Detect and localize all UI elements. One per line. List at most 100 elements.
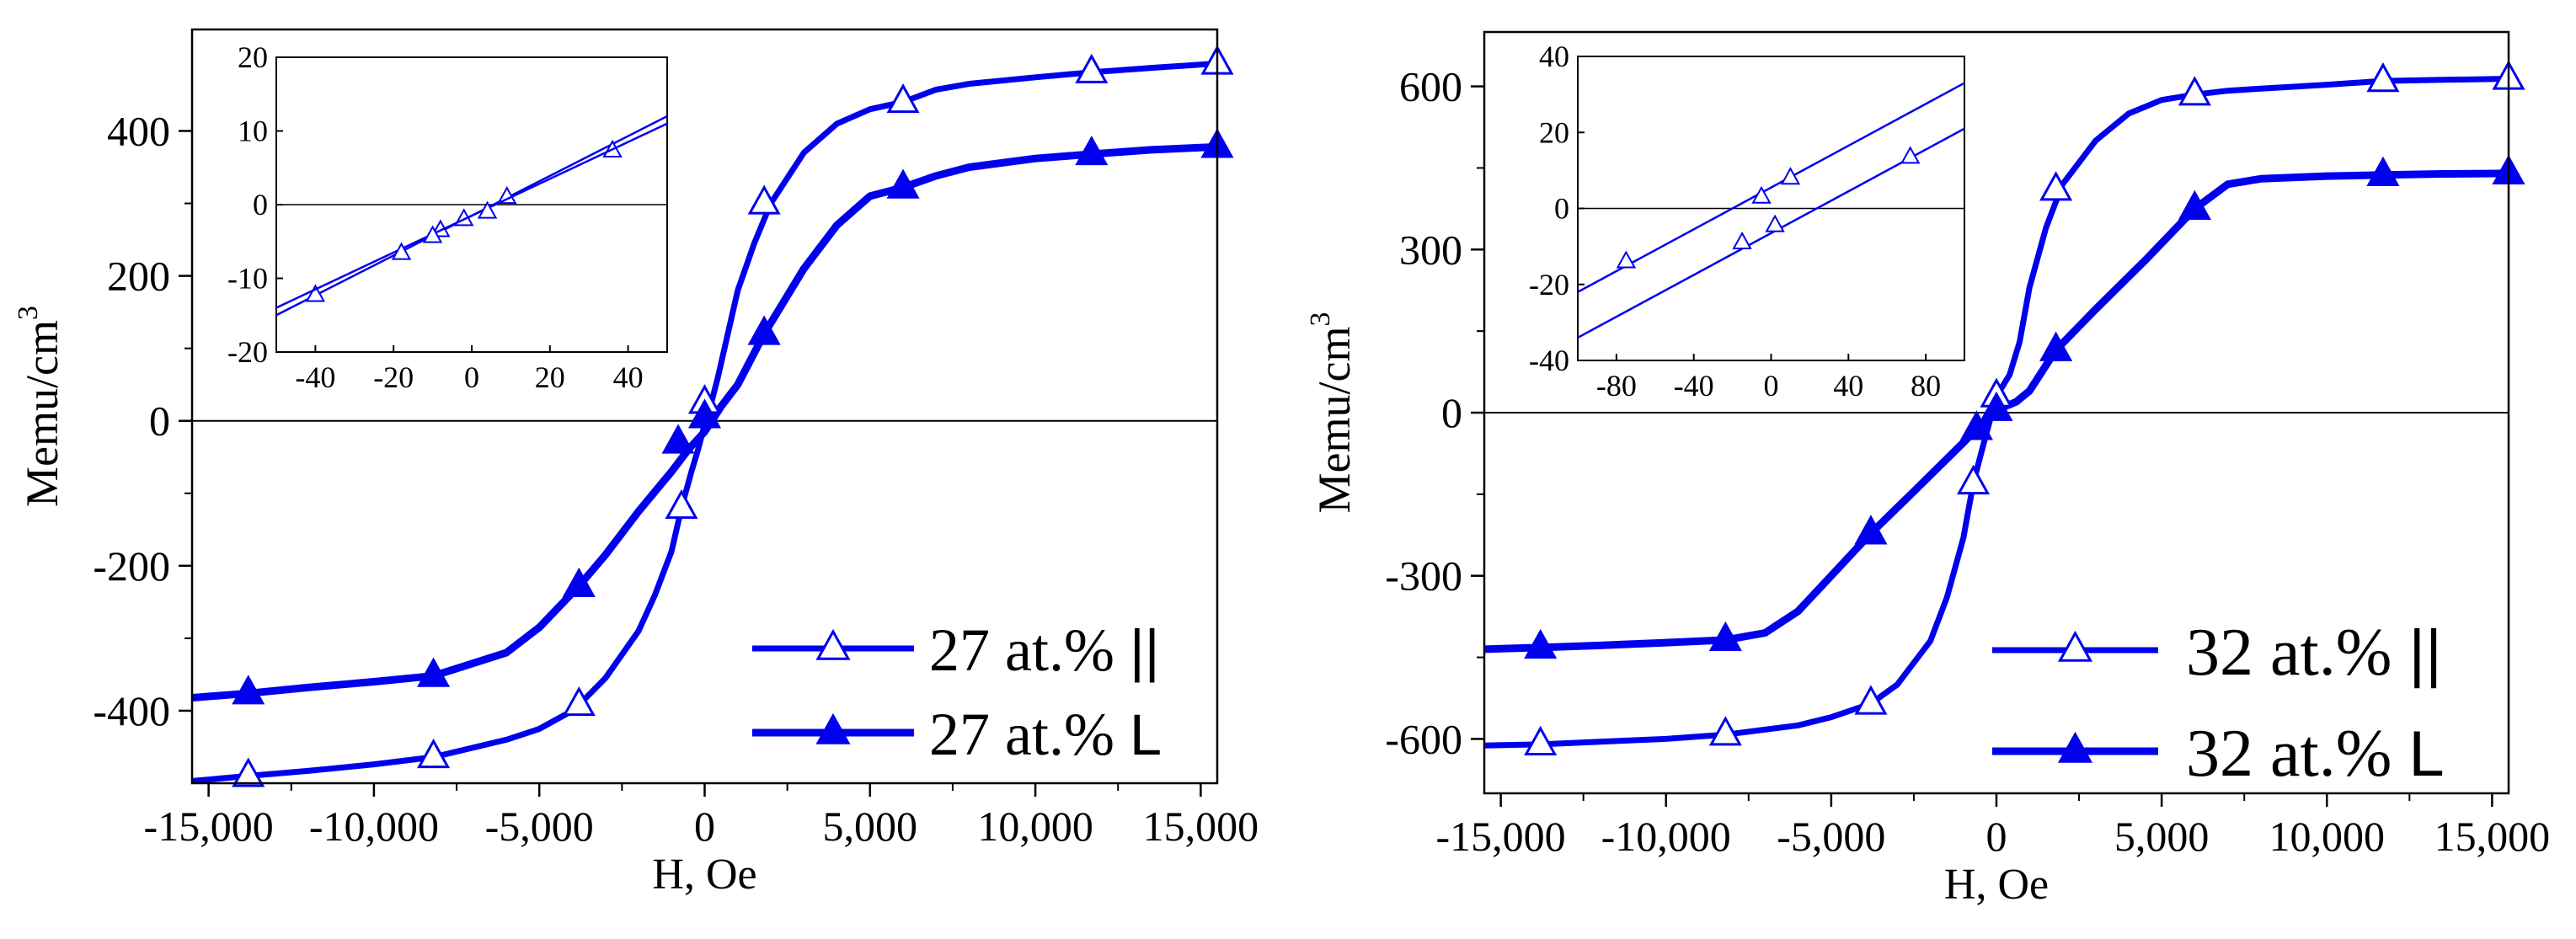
data-point [1708,716,1742,746]
x-tick-label: 0 [1986,813,2007,860]
inset-y-tick-label: 10 [238,115,268,148]
x-tick-label: -10,000 [1601,813,1731,860]
data-point [2039,171,2073,201]
data-point [886,83,920,114]
y-axis-label: Memu/cm3 [13,306,67,507]
y-tick-label: -300 [1385,552,1462,600]
inset-x-tick-label: -40 [1674,369,1714,403]
x-tick-label: 15,000 [1143,803,1259,850]
legend-marker [2057,630,2093,662]
inset-x-tick-label: 80 [1911,369,1941,403]
data-point [2039,331,2073,361]
inset-data-point [477,200,498,219]
inset-y-tick-label: 0 [1554,192,1569,226]
data-point [2178,76,2211,106]
x-tick-label: -10,000 [309,803,439,850]
inset-x-tick-label: 40 [1833,369,1863,403]
data-point [1980,391,2013,421]
legend-marker [815,628,851,660]
inset-series-line-1 [1577,82,1965,293]
inset-y-tick-label: 20 [238,40,268,74]
inset-y-tick-label: 0 [253,188,268,221]
x-axis-label: H, Oe [1944,861,2049,909]
inset-x-tick-label: 40 [613,360,644,394]
data-point [747,315,781,345]
inset-y-tick-label: -20 [1529,268,1569,301]
data-point [1854,515,1888,545]
inset-x-tick-label: -40 [295,360,335,394]
inset-data-point [497,186,517,205]
legend: 32 at.% || 32 at.% L [1992,616,2445,791]
data-point [2178,189,2211,220]
inset-y-tick-label: -40 [1529,344,1569,377]
inset-data-point [1616,250,1637,269]
data-point [1854,685,1888,715]
data-point [687,398,722,429]
y-tick-label: -200 [93,542,170,590]
y-tick-label: 300 [1399,226,1462,273]
x-tick-label: -5,000 [485,803,594,850]
legend-marker [815,712,851,744]
inset-x-tick-label: 20 [535,360,565,394]
x-tick-label: 10,000 [977,803,1093,850]
y-tick-label: 400 [107,107,170,154]
inset-x-tick-label: 0 [1764,369,1779,403]
inset-y-tick-label: -10 [227,262,268,296]
x-tick-label: 5,000 [823,803,918,850]
inset-series-line-2 [275,122,668,309]
y-tick-label: 0 [149,397,170,445]
data-point [1524,628,1558,659]
data-point [417,657,451,687]
x-tick-label: -15,000 [144,803,274,850]
x-tick-label: 5,000 [2114,813,2210,860]
data-point [562,686,596,717]
inset-data-point [305,284,326,302]
inset-plot: -80 -40 0 40 80 -40 -20 0 20 40 [1529,40,1965,403]
data-point [1708,621,1742,652]
data-point [2366,62,2400,93]
data-point [2366,156,2400,186]
inset-data-point [1732,231,1752,249]
y-tick-label: 0 [1441,389,1462,436]
inset-x-tick-label: 0 [464,360,479,394]
inset-data-point [1751,185,1772,204]
data-point [661,424,695,454]
inset-data-point [1900,146,1921,164]
inset-x-tick-label: -20 [373,360,414,394]
inset-series-line-2 [1577,127,1965,339]
legend-label: 32 at.% L [2186,717,2445,791]
data-point [232,757,265,787]
data-point [417,738,451,769]
y-tick-label: -600 [1385,715,1462,762]
y-tick-label: 600 [1399,63,1462,110]
data-point [1075,53,1109,83]
data-point [747,184,781,215]
data-point [562,567,596,598]
inset-y-tick-label: -20 [227,335,268,369]
x-tick-label: 15,000 [2434,813,2551,860]
data-point [1959,410,1994,440]
y-axis-label: Memu/cm3 [1305,312,1360,514]
x-tick-label: 10,000 [2269,813,2386,860]
chart-27at: -15,000 -10,000 -5,000 0 5,000 10,000 15,000 -4… [13,28,1259,899]
data-point [886,168,920,199]
y-tick-label: -400 [93,687,170,734]
data-point [1956,464,1991,495]
x-tick-label: -15,000 [1436,813,1566,860]
x-axis-label: H, Oe [652,851,756,899]
inset-y-tick-label: 40 [1539,40,1569,73]
inset-plot: -40 -20 0 20 40 -20 -10 0 10 20 [227,40,668,394]
y-tick-label: 200 [107,253,170,300]
data-point [1524,725,1558,756]
x-tick-label: -5,000 [1777,813,1885,860]
inset-data-point [391,242,412,260]
inset-data-point [1780,167,1801,185]
data-point [665,488,698,520]
chart-32at: -15,000 -10,000 -5,000 0 5,000 10,000 15,000 -6… [1305,30,2551,909]
legend-marker [2057,731,2093,763]
inset-x-tick-label: -80 [1596,369,1637,403]
legend-label: 27 at.% L [929,701,1162,768]
data-point [232,675,265,705]
inset-data-point [422,225,443,243]
